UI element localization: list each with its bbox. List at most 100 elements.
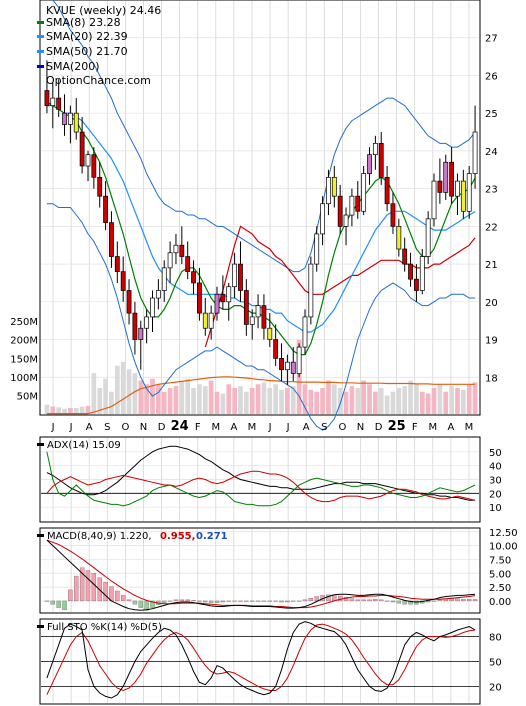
candle-body (273, 339, 279, 359)
candle-body (455, 180, 460, 197)
legend-title: KVUE (weekly) 24.46 (46, 4, 161, 17)
candle-body (367, 154, 372, 174)
candle-body (150, 297, 155, 318)
volume-bar (232, 388, 237, 414)
macd-histogram-bar (302, 599, 308, 602)
macd-histogram-bar (85, 570, 91, 602)
candle-body (331, 176, 337, 197)
candle-body (296, 346, 302, 374)
macd-histogram-bar (314, 596, 319, 602)
macd-histogram-bar (208, 600, 214, 603)
sma20-line (46, 105, 476, 333)
volume-bar (273, 384, 279, 414)
stoch-k-line (46, 621, 476, 699)
x-tick-label: M (248, 422, 257, 433)
macd-histogram-bar (109, 586, 114, 602)
candle-body (443, 161, 449, 193)
volume-bar (267, 388, 273, 414)
macd-histogram-bar (103, 581, 108, 602)
candle-body (390, 203, 396, 227)
macd-histogram-bar (466, 599, 472, 602)
legend-sma50: SMA(50) 21.70 (46, 45, 128, 58)
adx-tick-label: 50 (489, 448, 502, 459)
x-tick-label: M (428, 422, 437, 433)
x-tick-label: A (303, 422, 310, 433)
macd-tick-label: 7.50 (489, 555, 511, 566)
price-tick-label: 26 (485, 71, 498, 82)
candle-body (431, 180, 437, 220)
legend-swatch-sma20 (37, 35, 44, 38)
candle-body (302, 316, 308, 348)
volume-bar (79, 406, 85, 414)
volume-bar (249, 388, 255, 414)
volume-bar (408, 380, 413, 414)
volume-bar (50, 406, 56, 414)
macd-histogram-bar (126, 599, 132, 602)
price-tick-label: 24 (485, 147, 498, 158)
volume-bar (132, 373, 138, 414)
candle-body (173, 244, 179, 254)
candle-body (378, 143, 384, 178)
volume-bar (361, 380, 366, 414)
candle-body (73, 112, 79, 133)
volume-bar (173, 386, 179, 414)
macd-histogram-bar (115, 590, 120, 602)
x-tick-label: D (375, 422, 383, 433)
candle-body (85, 154, 91, 167)
candle-body (308, 263, 314, 318)
volume-bar (214, 391, 220, 414)
macd-histogram-bar (402, 600, 407, 605)
di-minus-line (46, 470, 476, 503)
macd-histogram-bar (472, 599, 478, 602)
volume-bar (62, 408, 67, 414)
volume-bar (308, 389, 314, 414)
candle-body (91, 154, 97, 178)
volume-bar (220, 393, 226, 414)
macd-histogram-bar (162, 600, 167, 603)
macd-histogram-bar (414, 600, 419, 605)
price-tick-label: 25 (485, 109, 498, 120)
candle-body (361, 173, 367, 212)
stoch-d-line (46, 623, 476, 695)
macd-histogram-bar (461, 599, 466, 602)
volume-bar (73, 408, 79, 414)
volume-bar (161, 391, 167, 414)
volume-bar (179, 380, 185, 414)
candle-body (320, 203, 325, 235)
macd-legend-label: MACD(8,40,9) 1.220, (47, 531, 152, 542)
candle-body (460, 180, 466, 212)
macd-legend-swatch (37, 534, 44, 537)
volume-bar (138, 380, 144, 414)
volume-bar (238, 386, 243, 414)
macd-histogram-bar (249, 600, 255, 602)
volume-bar (156, 384, 161, 414)
volume-bar (44, 404, 50, 414)
volume-bar (255, 384, 261, 414)
macd-histogram-bar (185, 599, 190, 602)
legend-swatch-sma200 (37, 65, 44, 68)
volume-bar (85, 405, 91, 414)
volume-bar (337, 388, 343, 414)
volume-bar (349, 386, 355, 414)
x-tick-label: J (286, 422, 290, 433)
x-tick-label: A (230, 422, 237, 433)
volume-bar (56, 407, 62, 414)
stoch-tick-label: 80 (489, 633, 502, 644)
adx-tick-label: 10 (489, 503, 502, 514)
volume-bar (367, 384, 372, 414)
candle-body (62, 112, 67, 125)
candle-body (290, 361, 296, 374)
candle-body (126, 290, 132, 314)
volume-bar (425, 393, 431, 414)
stoch-legend-label: Full STO %K(14) %D(5) (47, 622, 162, 633)
macd-histogram-bar (56, 600, 61, 608)
x-tick-label: F (412, 422, 418, 433)
candle-body (337, 195, 343, 227)
candle-body (425, 218, 431, 257)
candle-body (249, 316, 255, 325)
volume-bar (460, 389, 466, 414)
candle-body (79, 131, 85, 167)
x-tick-label: A (447, 422, 454, 433)
candle-body (67, 112, 73, 125)
